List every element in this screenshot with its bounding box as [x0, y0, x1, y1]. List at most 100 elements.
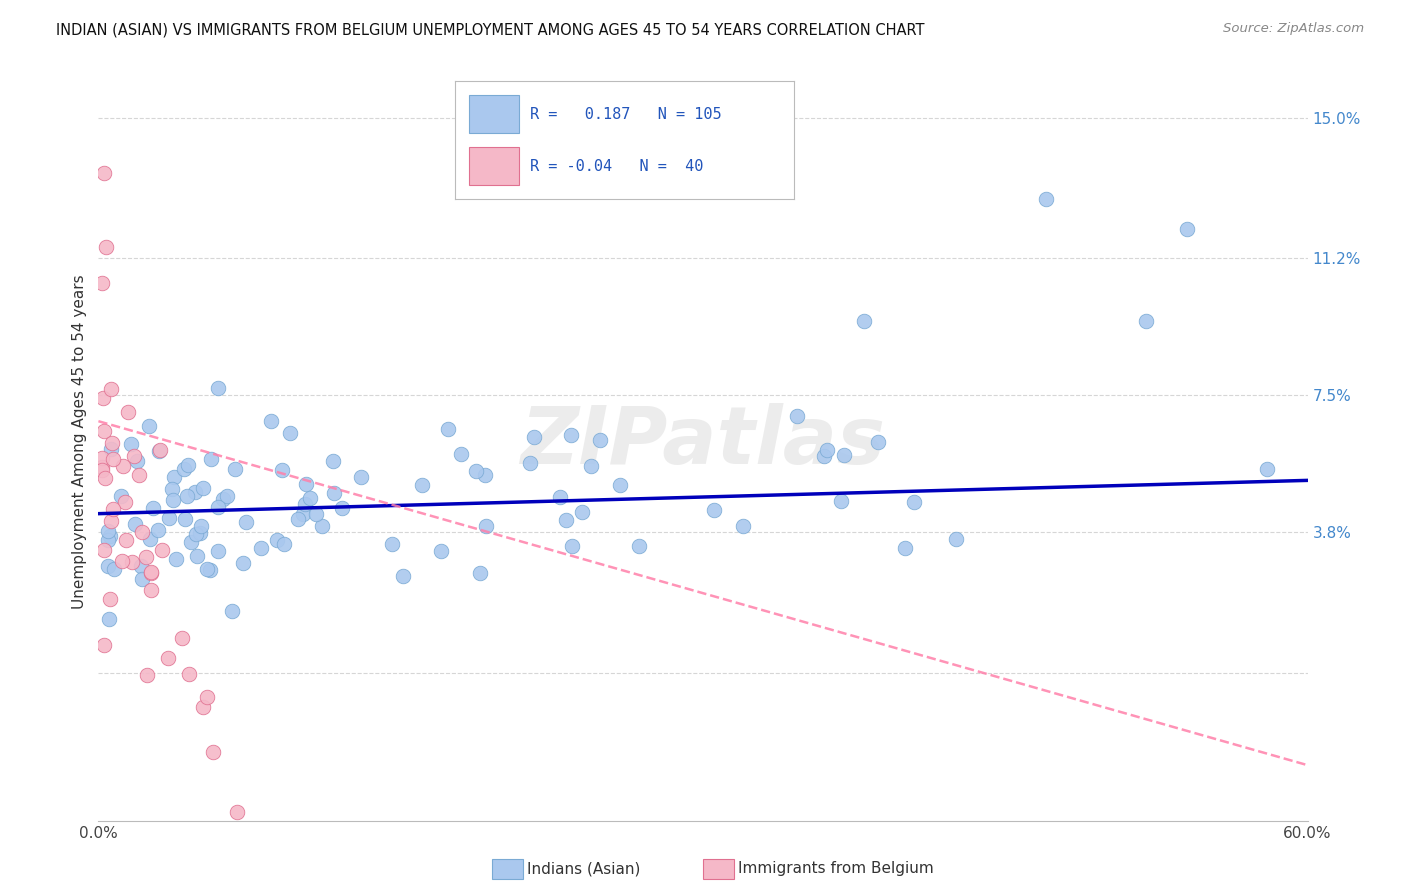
Point: [627, 539, 650, 553]
Point: [101, 501, 124, 516]
Point: [411, 478, 433, 492]
Point: [560, 427, 582, 442]
Point: [103, 451, 125, 466]
Point: [184, 527, 207, 541]
Point: [93, 166, 115, 180]
Point: [280, 425, 302, 440]
Point: [122, 449, 145, 463]
Point: [519, 456, 541, 470]
Point: [292, 507, 315, 521]
Point: [97, 558, 120, 573]
Point: [148, 443, 170, 458]
Point: [160, 482, 183, 496]
Point: [138, 419, 160, 434]
Point: [945, 533, 967, 547]
Point: [131, 572, 153, 586]
Text: Immigrants from Belgium: Immigrants from Belgium: [738, 862, 934, 876]
Point: [322, 454, 344, 468]
Point: [571, 505, 593, 519]
Point: [207, 381, 229, 395]
Point: [470, 566, 492, 580]
Point: [1035, 192, 1057, 206]
Point: [96, 240, 118, 254]
Point: [162, 492, 184, 507]
Point: [381, 537, 404, 551]
Point: [93, 424, 115, 438]
Point: [430, 544, 453, 558]
Point: [115, 533, 138, 548]
Point: [128, 467, 150, 482]
Point: [298, 491, 321, 505]
Point: [465, 464, 488, 478]
Point: [100, 529, 122, 543]
Point: [221, 605, 243, 619]
Point: [94, 470, 117, 484]
Point: [270, 463, 292, 477]
Point: [323, 486, 346, 500]
Point: [120, 437, 142, 451]
Point: [114, 495, 136, 509]
Point: [91, 391, 114, 405]
Point: [136, 667, 159, 681]
Point: [834, 448, 856, 462]
Point: [1256, 462, 1278, 476]
Point: [207, 543, 229, 558]
Point: [135, 549, 157, 564]
Point: [156, 650, 179, 665]
Point: [523, 429, 546, 443]
Point: [555, 513, 578, 527]
Point: [273, 537, 295, 551]
Point: [157, 511, 180, 525]
Point: [475, 518, 498, 533]
Point: [97, 533, 120, 548]
Point: [786, 409, 808, 424]
Point: [149, 442, 172, 457]
Text: ZIPatlas: ZIPatlas: [520, 402, 886, 481]
Point: [110, 489, 132, 503]
Point: [121, 555, 143, 569]
Point: [124, 516, 146, 531]
Point: [139, 566, 162, 581]
Y-axis label: Unemployment Among Ages 45 to 54 years: Unemployment Among Ages 45 to 54 years: [72, 274, 87, 609]
Point: [866, 434, 889, 449]
Point: [235, 516, 257, 530]
Point: [100, 442, 122, 457]
Point: [903, 495, 925, 509]
Point: [93, 542, 115, 557]
Point: [226, 805, 249, 819]
Point: [127, 453, 149, 467]
Point: [215, 489, 238, 503]
Point: [200, 452, 222, 467]
Point: [110, 554, 132, 568]
Point: [179, 667, 201, 681]
Point: [224, 462, 246, 476]
Text: Indians (Asian): Indians (Asian): [527, 862, 641, 876]
Point: [186, 549, 208, 564]
Point: [391, 569, 413, 583]
Point: [117, 405, 139, 419]
Point: [97, 524, 120, 538]
Point: [260, 414, 283, 428]
Point: [98, 592, 121, 607]
Point: [180, 535, 202, 549]
Point: [579, 459, 602, 474]
Point: [103, 561, 125, 575]
Point: [150, 543, 173, 558]
Point: [91, 450, 114, 465]
Point: [141, 582, 163, 597]
Point: [173, 461, 195, 475]
Point: [830, 494, 852, 508]
Point: [609, 478, 631, 492]
Point: [266, 533, 288, 547]
Point: [129, 558, 152, 573]
Point: [474, 467, 496, 482]
Point: [1175, 222, 1198, 236]
Text: Source: ZipAtlas.com: Source: ZipAtlas.com: [1223, 22, 1364, 36]
Point: [100, 382, 122, 396]
Point: [703, 502, 725, 516]
Point: [184, 485, 207, 500]
Point: [191, 700, 214, 714]
Point: [815, 443, 838, 458]
Point: [561, 539, 583, 553]
Point: [100, 514, 122, 528]
